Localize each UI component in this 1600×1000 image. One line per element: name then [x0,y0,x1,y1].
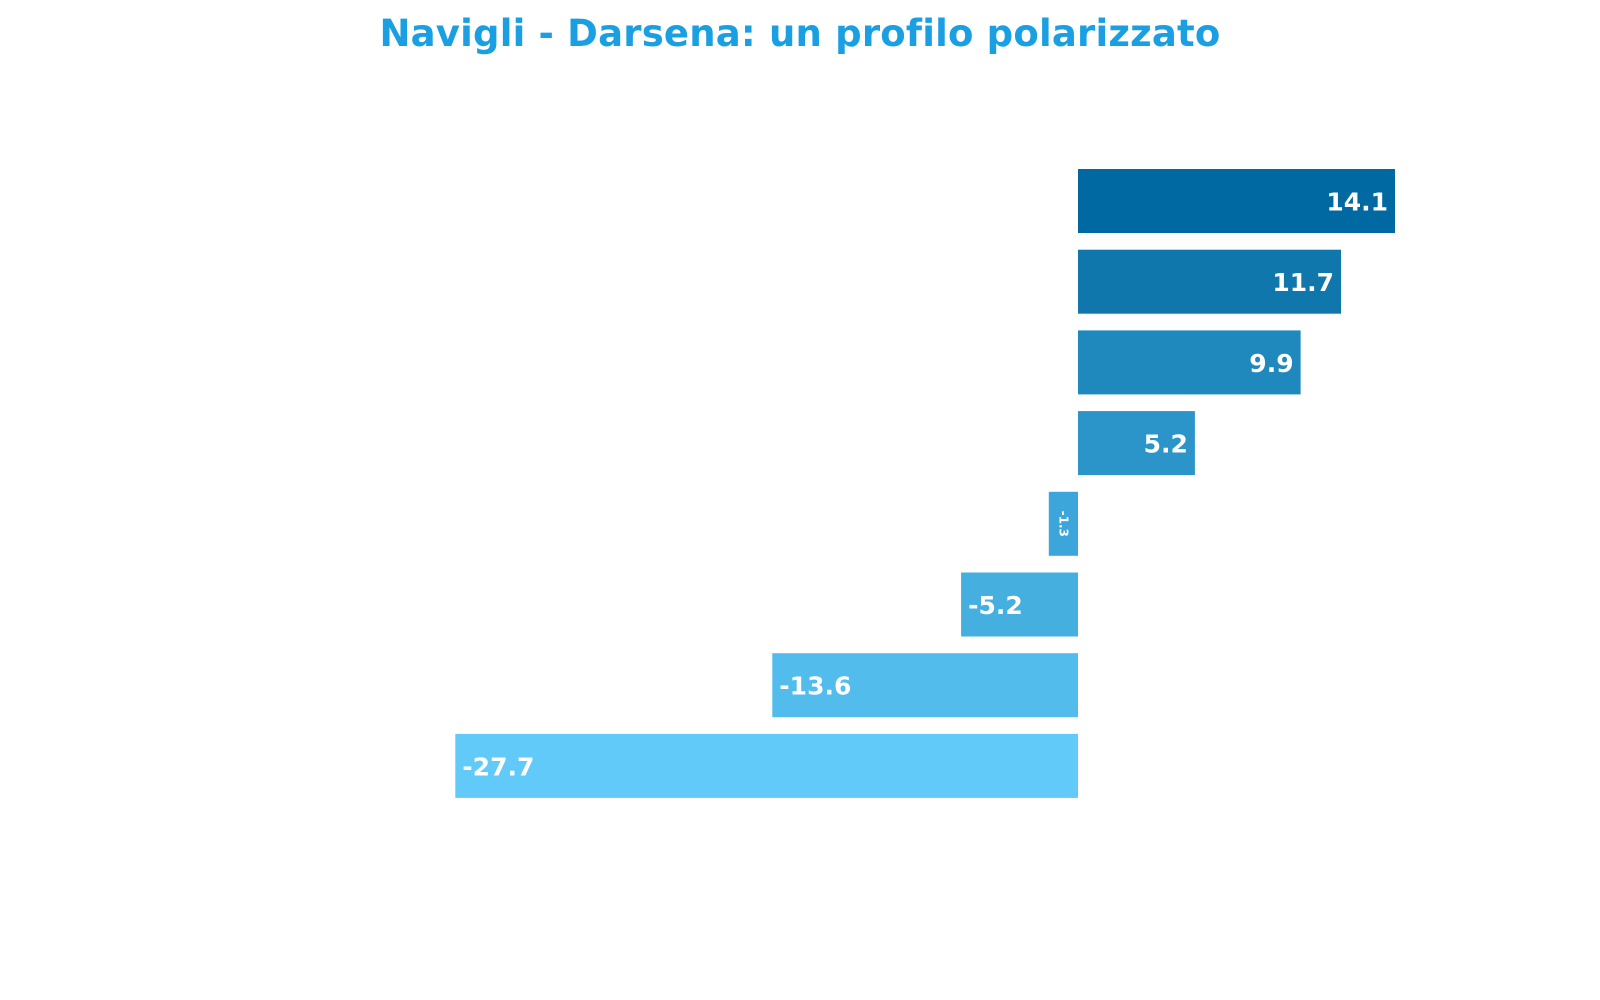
bar-4 [1078,411,1195,476]
bar-6 [961,572,1078,637]
chart-title: Navigli - Darsena: un profilo polarizzat… [379,12,1221,55]
bar-2 [1078,249,1341,314]
bar-value-label-8: -27.7 [462,752,534,781]
bar-value-label-7: -13.6 [779,672,851,701]
bar-value-label-3: 9.9 [1249,349,1293,378]
bar-8 [455,733,1078,798]
bar-5 [1048,491,1078,556]
bar-value-label-4: 5.2 [1144,430,1188,459]
bar-7 [772,653,1078,718]
bar-1 [1078,169,1395,233]
bar-value-label-6: -5.2 [968,591,1023,620]
bar-value-label-1: 14.1 [1326,188,1388,217]
bar-value-label-5: -1.3 [1056,511,1070,537]
bar-3 [1078,330,1301,395]
bar-value-label-2: 11.7 [1272,268,1334,297]
